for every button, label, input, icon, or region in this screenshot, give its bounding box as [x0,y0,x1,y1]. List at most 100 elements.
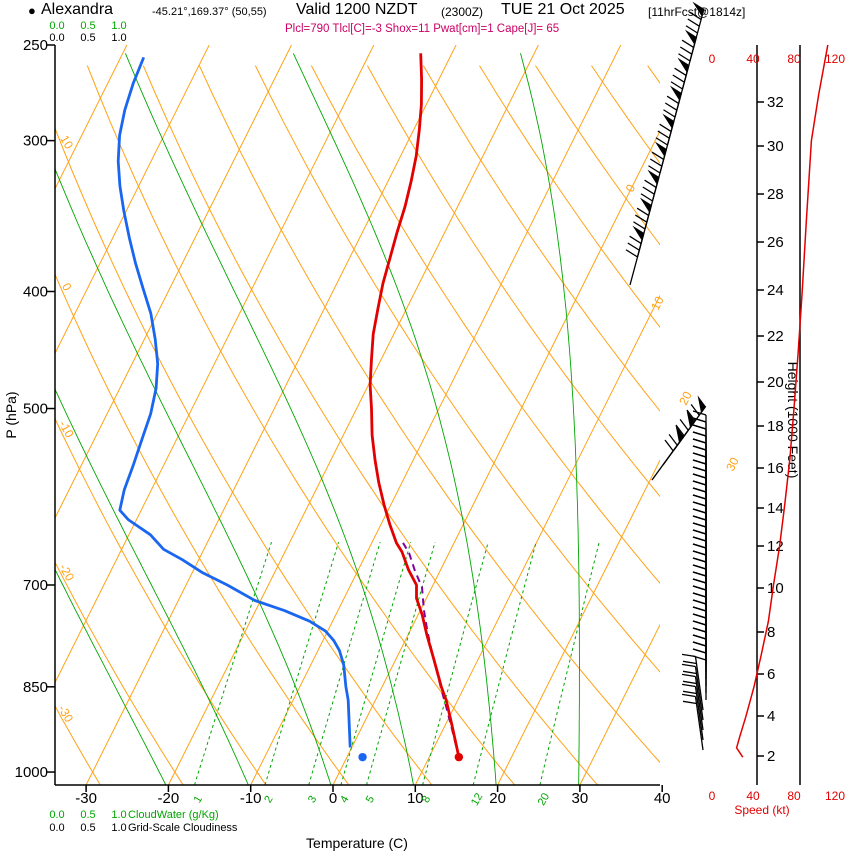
mixing-ratio-inline-label: 5 [364,794,377,805]
barb-pennant [669,85,682,101]
height-tick-label: 20 [767,374,784,391]
dry-adiabat-inline-label: -30 [55,703,76,725]
height-tick-label: 32 [767,94,784,111]
isotherm-line [85,45,457,785]
isotherm-line [55,45,210,355]
forecast-info: [11hrFcst@1814z] [648,5,746,19]
dry-adiabat-line [142,65,598,785]
barb-pennant [639,197,652,213]
dry-adiabat-line [647,65,660,84]
mixing-ratio-inline-label: 1 [192,794,205,805]
speed-tick-label-bottom: 120 [825,789,845,803]
height-tick-label: 14 [767,500,784,517]
surface-dewpoint-dot [358,752,367,762]
temperature-tick-label: -30 [75,790,97,807]
cloudiness-scale-bottom: 0.0 [49,822,64,834]
height-tick-label: 24 [767,282,784,299]
dry-adiabat-line [55,704,101,785]
dry-adiabat-line [422,65,660,412]
dry-adiabat-line [366,65,660,498]
mixing-ratio-inline-label: 8 [420,794,433,805]
mixing-ratio-inline-label: 2 [262,794,275,805]
mixing-ratio-line [264,541,340,785]
height-tick-label: 12 [767,538,784,555]
dry-adiabat-line [55,273,350,785]
height-tick-label: 30 [767,138,784,155]
moist-adiabat-line [55,388,249,785]
moist-adiabat-line [124,53,414,785]
cloudiness-scale-top: 0.0 [49,32,64,44]
mixing-ratio-inline-label: 20 [536,791,553,808]
moist-adiabat-line [55,167,332,785]
dry-adiabat-line [198,65,660,764]
temperature-tick-label: -10 [240,790,262,807]
cloudwater-scale-top: 0.5 [80,20,95,32]
dry-adiabat-line [55,126,433,785]
isotherm-line [332,129,660,785]
speed-tick-label-top: 120 [825,52,845,66]
barb-pennant [677,57,689,73]
speed-tick-label-bottom: 40 [746,789,760,803]
temperature-curve [368,53,461,758]
speed-tick-label-bottom: 80 [787,789,801,803]
barb-pennant [632,225,644,241]
axes-frame [47,44,801,792]
cloudiness-label: Grid-Scale Cloudiness [128,822,238,834]
isotherm-inline-label: 0 [623,182,639,195]
dry-adiabat-line [55,561,184,785]
cloudwater-scale-bottom: 0.0 [49,809,64,821]
isotherm-inline-label: 10 [648,294,667,313]
barb-pennant [692,1,704,17]
barb-pennant [684,29,697,45]
dry-adiabat-inline-label: 10 [57,133,76,152]
mixing-ratio-inline-label: 12 [469,791,486,808]
cloudwater-scale-bottom: 0.5 [80,809,95,821]
temperature-tick-label: -20 [158,790,180,807]
wind-speed-curve [735,44,829,758]
surface-temp-dot [454,752,464,762]
height-tick-label: 2 [767,748,775,765]
cloudiness-scale-bottom: 0.5 [80,822,95,834]
temperature-tick-label: 10 [407,790,424,807]
height-tick-label: 26 [767,234,784,251]
valid-time: Valid 1200 NZDT [296,1,418,18]
wind-barbs [625,1,707,751]
stability-parameters: Plcl=790 Tlcl[C]=-3 Shox=11 Pwat[cm]=1 C… [285,23,560,35]
isotherm-line [579,623,660,785]
speed-axis-title: Speed (kt) [734,803,789,817]
moist-adiabat-line [292,53,497,785]
cloudiness-scale-bottom: 1.0 [111,822,126,834]
dry-adiabat-line [310,65,660,584]
height-tick-label: 4 [767,708,775,725]
moist-adiabat-line [520,53,580,785]
isotherm-line [55,45,292,520]
pressure-tick-label: 400 [23,283,48,300]
temperature-tick-label: 0 [329,790,337,807]
dry-adiabat-line [591,65,660,165]
station-coords: -45.21°,169.37° (50,55) [152,6,267,18]
dry-adiabat-line [479,65,660,328]
valid-time-utc: (2300Z) [441,5,484,19]
barb-pennant [697,395,706,413]
dry-adiabat-line [55,417,267,785]
temperature-axis-title: Temperature (C) [306,835,408,851]
valid-date: TUE 21 Oct 2025 [501,1,625,18]
cloudwater-scale-bottom: 1.0 [111,809,126,821]
cloudwater-label: CloudWater (g/Kg) [128,809,219,821]
barb-pennant [662,113,674,129]
temperature-tick-label: 40 [654,790,671,807]
pressure-tick-label: 850 [23,679,48,696]
temperature-tick-label: 30 [572,790,589,807]
cloudiness-scale-top: 0.5 [80,32,95,44]
temperature-tick-label: 20 [489,790,506,807]
mixing-ratio-inline-label: 4 [338,794,351,805]
height-tick-label: 22 [767,328,784,345]
pressure-tick-label: 1000 [15,764,48,781]
cloudiness-scale-top: 1.0 [111,32,126,44]
isotherm-line [250,45,622,785]
dry-adiabat-inline-label: -10 [56,418,77,440]
